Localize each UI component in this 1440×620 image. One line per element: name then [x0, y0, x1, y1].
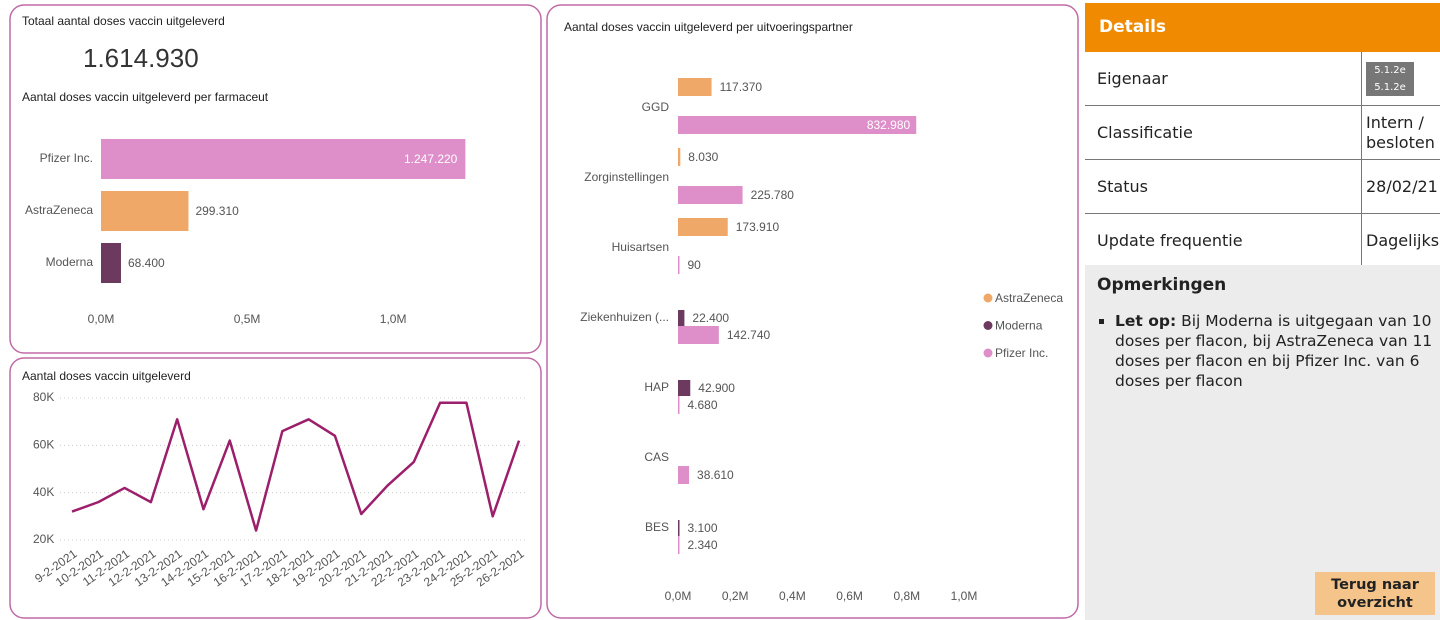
redacted-value: 5.1.2e — [1366, 78, 1414, 96]
data-label: 42.900 — [698, 381, 735, 395]
category-label: Moderna — [46, 255, 94, 269]
bar — [678, 310, 685, 326]
legend-marker — [983, 293, 993, 303]
legend-label: AstraZeneca — [995, 291, 1063, 305]
details-row: Status 28/02/21 — [1085, 160, 1440, 214]
remarks-list: Let op: Bij Moderna is uitgegaan van 10 … — [1085, 311, 1440, 391]
x-tick-label: 0,6M — [836, 589, 863, 603]
value-text: Intern / besloten — [1366, 112, 1435, 152]
dashboard: Totaal aantal doses vaccin uitgeleverd 1… — [9, 4, 1079, 619]
legend-label: Moderna — [995, 319, 1043, 333]
data-label: 4.680 — [688, 398, 718, 412]
value-text: 28/02/21 — [1366, 176, 1438, 196]
data-label: 225.780 — [751, 188, 795, 202]
kpi-title: Totaal aantal doses vaccin uitgeleverd — [22, 14, 225, 28]
details-value: Dagelijks — [1362, 214, 1440, 267]
category-label: Huisartsen — [612, 240, 669, 254]
bar — [678, 116, 917, 134]
x-tick-label: 0,8M — [893, 589, 920, 603]
data-label: 68.400 — [128, 256, 165, 270]
panel — [546, 4, 1079, 619]
bar — [101, 139, 466, 179]
remarks-title: Opmerkingen — [1097, 275, 1227, 295]
y-tick-label: 60K — [33, 438, 54, 452]
category-label: Ziekenhuizen (... — [580, 310, 669, 324]
y-tick-label: 20K — [33, 532, 54, 546]
bar — [678, 78, 712, 96]
bar — [678, 326, 719, 344]
x-tick-label: 0,2M — [722, 589, 749, 603]
panel — [9, 357, 542, 619]
category-label: BES — [645, 520, 669, 534]
data-label: 299.310 — [195, 204, 239, 218]
redacted-value: 5.1.2e — [1366, 61, 1414, 79]
details-key: Update frequentie — [1085, 214, 1362, 267]
data-label: 832.980 — [867, 118, 911, 132]
legend-marker — [983, 348, 993, 358]
category-label: HAP — [644, 380, 669, 394]
bar — [678, 536, 680, 554]
bar — [101, 191, 189, 231]
bar — [678, 380, 691, 396]
x-tick-label: 0,0M — [665, 589, 692, 603]
data-label: 3.100 — [688, 521, 718, 535]
details-panel: Details Eigenaar 5.1.2e 5.1.2e Classificati… — [1085, 3, 1440, 620]
details-key: Status — [1085, 160, 1362, 213]
remark: Let op: Bij Moderna is uitgegaan van 10 … — [1115, 311, 1440, 391]
details-title: Details — [1085, 3, 1440, 52]
bar — [678, 186, 743, 204]
data-label: 117.370 — [720, 80, 763, 94]
category-label: Pfizer Inc. — [40, 151, 93, 165]
x-tick-label: 0,0M — [88, 312, 115, 326]
category-label: GGD — [642, 100, 670, 114]
data-label: 2.340 — [688, 538, 718, 552]
x-tick-label: 0,5M — [234, 312, 261, 326]
bar — [678, 256, 680, 274]
x-tick-label: 1,0M — [380, 312, 407, 326]
remark-bold: Let op: — [1115, 312, 1177, 330]
back-button[interactable]: Terug naar overzicht — [1315, 572, 1435, 615]
bar — [101, 243, 121, 283]
legend-label: Pfizer Inc. — [995, 346, 1048, 360]
chart-title: Aantal doses vaccin uitgeleverd — [22, 369, 191, 383]
details-value: 5.1.2e 5.1.2e — [1362, 52, 1440, 105]
y-tick-label: 80K — [33, 390, 54, 404]
chart-title: Aantal doses vaccin uitgeleverd per farm… — [22, 90, 269, 104]
chart-title: Aantal doses vaccin uitgeleverd per uitv… — [564, 20, 853, 34]
category-label: CAS — [644, 450, 669, 464]
category-label: Zorginstellingen — [584, 170, 669, 184]
data-label: 38.610 — [697, 468, 734, 482]
details-key: Eigenaar — [1085, 52, 1362, 105]
line — [71, 401, 521, 532]
remarks: Opmerkingen Let op: Bij Moderna is uitge… — [1085, 265, 1440, 620]
details-value: 28/02/21 — [1362, 160, 1440, 213]
bar — [678, 466, 690, 484]
data-label: 173.910 — [736, 220, 780, 234]
details-table: Eigenaar 5.1.2e 5.1.2e Classificatie Intern … — [1085, 52, 1440, 268]
details-key: Classificatie — [1085, 106, 1362, 159]
bar — [678, 396, 680, 414]
details-row: Update frequentie Dagelijks — [1085, 214, 1440, 268]
bar — [678, 218, 728, 236]
category-label: AstraZeneca — [25, 203, 93, 217]
value-text: Dagelijks — [1366, 230, 1440, 250]
details-row: Eigenaar 5.1.2e 5.1.2e — [1085, 52, 1440, 106]
bar — [678, 520, 680, 536]
data-label: 8.030 — [688, 150, 718, 164]
bar — [678, 148, 681, 166]
data-label: 90 — [688, 258, 702, 272]
kpi-value: 1.614.930 — [83, 43, 199, 73]
legend-marker — [983, 321, 993, 330]
data-label: 142.740 — [727, 328, 771, 342]
x-tick-label: 0,4M — [779, 589, 806, 603]
data-label: 1.247.220 — [404, 152, 458, 166]
details-row: Classificatie Intern / besloten — [1085, 106, 1440, 160]
data-label: 22.400 — [692, 311, 729, 325]
panel — [9, 4, 542, 354]
details-value: Intern / besloten — [1362, 106, 1440, 159]
x-tick-label: 1,0M — [951, 589, 978, 603]
remark-text: Bij Moderna is uitgegaan van 10 doses pe… — [1115, 312, 1433, 390]
y-tick-label: 40K — [33, 485, 54, 499]
